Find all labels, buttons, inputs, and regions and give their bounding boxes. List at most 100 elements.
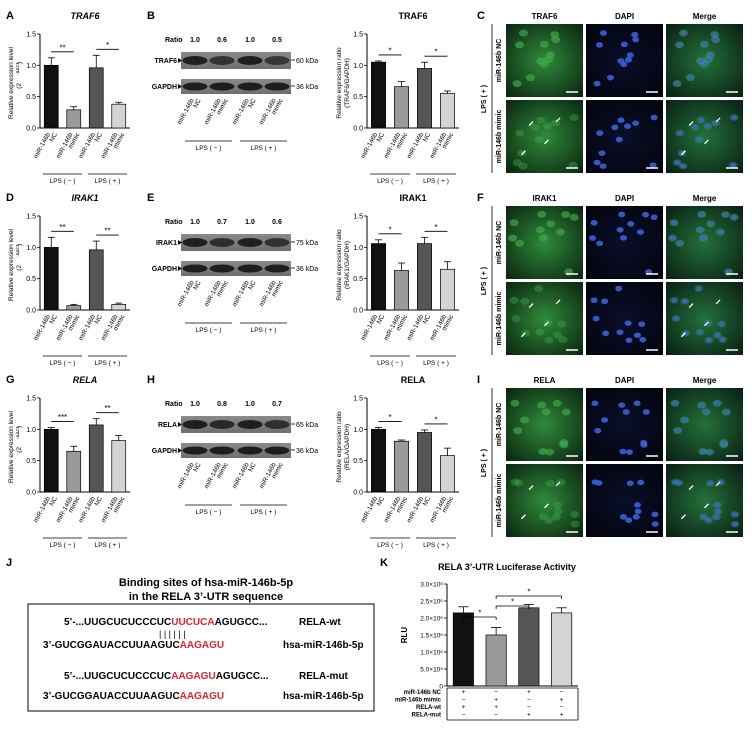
x-tick-label: NC (422, 495, 433, 507)
bar-1 (371, 61, 386, 129)
condition-sign: + (560, 697, 564, 704)
if-nucleus (632, 120, 640, 126)
if-nucleus (619, 448, 627, 455)
blot-band (237, 420, 263, 429)
group-label-lps-minus: LPS ( − ) (196, 145, 222, 152)
arrow-icon (680, 150, 686, 156)
if-cell (552, 399, 562, 407)
blot-band-gapdh (264, 446, 290, 455)
group-label-lps-minus: LPS ( − ) (196, 509, 222, 516)
y-tick-label: 0.0 (353, 490, 363, 497)
western-blot-rela: Ratio 1.0 0.8 1.0 0.7 RELA 65 kDa GAPDH 36 kDa mi… (152, 401, 319, 516)
mir-seq-seed-2: AAGAGU (180, 691, 224, 702)
if-nucleus (606, 74, 614, 81)
panel-letter-k: K (380, 557, 388, 569)
if-nucleus (676, 130, 683, 136)
if-cell (551, 36, 561, 44)
if-cell (544, 336, 554, 344)
if-side-lps: LPS ( + ) (481, 267, 488, 295)
binding-title-2: in the RELA 3’-UTR sequence (129, 591, 283, 603)
wt-seq-pre: 5’-...UUGCUCUCCCUC (64, 617, 171, 628)
y-tick-label: 1.0 (353, 427, 363, 434)
x-tick-label: miR-146b (33, 495, 53, 524)
if-nucleus (676, 240, 683, 246)
kda-label: 60 kDa (296, 58, 318, 65)
panel-letter-d: D (6, 192, 14, 204)
if-nucleus (697, 227, 704, 233)
chart-title: RELA (73, 375, 98, 385)
if-nucleus (700, 514, 707, 520)
condition-sign: + (527, 689, 531, 696)
y-tick-label: 2.0×10⁶ (420, 616, 443, 623)
if-nucleus (617, 117, 625, 123)
kda-label: 36 kDa (296, 266, 318, 273)
if-cell (561, 408, 571, 416)
wt-sequence: 5’-...UUGCUCUCCCUCUUCUCAAGUGCC... (64, 617, 268, 628)
y-tick-label: 0.0 (353, 126, 363, 133)
ratio-value: 0.5 (272, 37, 282, 44)
if-cell (568, 161, 578, 169)
if-panel-irak1: IRAK1 DAPI Merge LPS ( + ) miR-146b NC miR-14… (481, 194, 743, 355)
mir-sequence-1: 3’-GUCGGAUACCUUAAGUCAAGAGU (43, 640, 224, 651)
if-header: Merge (693, 376, 717, 385)
if-cell (515, 239, 525, 247)
blot-gapdh-label: GAPDH (152, 266, 177, 273)
blot-band-gapdh (264, 82, 290, 91)
blot-band-gapdh (237, 446, 263, 455)
bar-3 (88, 424, 104, 493)
x-tick-label: NC (93, 313, 104, 325)
if-header: DAPI (615, 194, 634, 203)
group-label-lps-plus: LPS ( + ) (251, 327, 277, 334)
group-label-lps-minus: LPS ( − ) (50, 542, 76, 549)
arrow-icon (555, 299, 561, 305)
if-nucleus (596, 240, 604, 247)
if-cell (518, 162, 528, 170)
if-nucleus (631, 31, 639, 38)
y-axis-label: ) (16, 62, 23, 64)
blot-band (264, 56, 290, 65)
if-header: TRAF6 (532, 12, 558, 21)
group-label-lps-plus: LPS ( + ) (251, 145, 277, 152)
arrow-icon (528, 303, 534, 309)
blot-strip-gapdh (181, 79, 291, 94)
if-nucleus (596, 130, 604, 136)
x-tick-label: miR-146b (360, 131, 380, 160)
arrow-icon (544, 321, 549, 327)
condition-sign: − (494, 712, 498, 719)
y-axis-label: Relative expression level (8, 229, 15, 301)
y-axis-label: Relative expression level (8, 47, 15, 119)
y-tick-label: 2.5×10⁶ (420, 599, 443, 606)
if-cell (558, 336, 568, 344)
blot-target-label: RELA (158, 422, 177, 429)
blot-band-gapdh (182, 82, 208, 91)
bar-4 (111, 103, 127, 129)
y-tick-label: 0.5 (353, 276, 363, 283)
y-axis-label: Relative expression ratio (336, 229, 343, 301)
if-nucleus (712, 37, 719, 43)
if-nucleus (681, 417, 688, 423)
if-nucleus (592, 315, 600, 322)
if-nucleus (626, 480, 634, 487)
x-tick-label: NC (422, 313, 433, 325)
arrow-icon (555, 481, 561, 487)
bar-4 (551, 612, 573, 687)
if-nucleus (599, 30, 607, 36)
condition-sign: + (494, 697, 498, 704)
arrow-icon (520, 150, 526, 156)
if-nucleus (626, 52, 634, 58)
if-cell (557, 320, 567, 328)
blot-strip-target (181, 52, 291, 69)
if-nucleus (713, 514, 720, 520)
group-label-lps-plus: LPS ( + ) (423, 178, 449, 185)
if-nucleus (636, 229, 644, 235)
bar-3 (518, 607, 540, 687)
if-cell (530, 123, 540, 131)
if-nucleus (680, 30, 687, 36)
if-cell (544, 516, 554, 524)
mir-seq-seed: AAGAGU (180, 640, 224, 651)
if-side-mimic: miR-146b mimic (496, 474, 503, 528)
if-nucleus (649, 162, 657, 168)
if-panel-traf6: TRAF6 DAPI Merge LPS ( + ) miR-146b NC miR-14… (481, 12, 743, 173)
significance-marker: ** (59, 43, 65, 52)
binding-site-panel: Binding sites of hsa-miR-146b-5p in the … (27, 577, 375, 712)
